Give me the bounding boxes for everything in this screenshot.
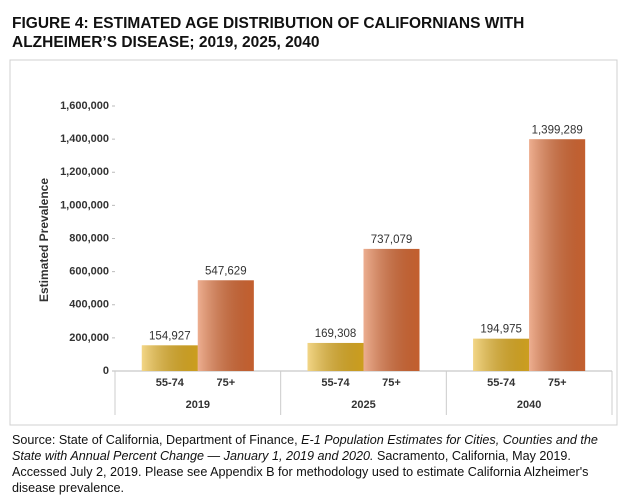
x-tick-label: 55-74 <box>321 377 350 389</box>
source-prefix: Source: State of California, Department … <box>12 433 302 447</box>
group-label: 2040 <box>517 399 541 411</box>
data-label: 154,927 <box>149 330 191 342</box>
y-tick-label: 400,000 <box>69 299 109 311</box>
bar-shading <box>473 338 530 371</box>
y-tick-label: 1,000,000 <box>60 199 109 211</box>
x-tick-label: 75+ <box>382 377 401 389</box>
data-label: 737,079 <box>371 234 413 246</box>
y-tick-label: 800,000 <box>69 232 109 244</box>
chart: Estimated Prevalence 0 200,000 400,000 600,… <box>9 59 618 426</box>
y-tick-label: 1,200,000 <box>60 166 109 178</box>
source-title: E-1 Population Estimates for Cities, Cou… <box>12 433 598 463</box>
data-label: 547,629 <box>205 265 247 277</box>
x-tick-label: 55-74 <box>487 377 516 389</box>
x-tick-label: 75+ <box>216 377 235 389</box>
source-rest: Sacramento, California, May 2019. Access… <box>12 449 589 495</box>
y-axis-title: Estimated Prevalence <box>37 178 51 302</box>
bar-shading <box>307 342 364 371</box>
bar-shading <box>363 248 420 371</box>
source-note: Source: State of California, Department … <box>12 432 617 496</box>
x-tick-label: 55-74 <box>156 377 185 389</box>
bar-shading <box>197 280 254 371</box>
group-label: 2025 <box>351 399 375 411</box>
chart-title: FIGURE 4: ESTIMATED AGE DISTRIBUTION OF … <box>12 15 525 51</box>
y-tick-label: 1,600,000 <box>60 100 109 112</box>
bar-shading <box>529 139 586 371</box>
y-tick-label: 600,000 <box>69 266 109 278</box>
bar-shading <box>141 345 198 371</box>
data-label: 194,975 <box>480 324 522 336</box>
data-label: 169,308 <box>315 328 357 340</box>
y-tick-label: 0 <box>103 365 109 377</box>
group-label: 2019 <box>186 399 210 411</box>
y-tick-label: 200,000 <box>69 332 109 344</box>
data-label: 1,399,289 <box>532 124 583 136</box>
y-tick-label: 1,400,000 <box>60 133 109 145</box>
x-tick-label: 75+ <box>548 377 567 389</box>
